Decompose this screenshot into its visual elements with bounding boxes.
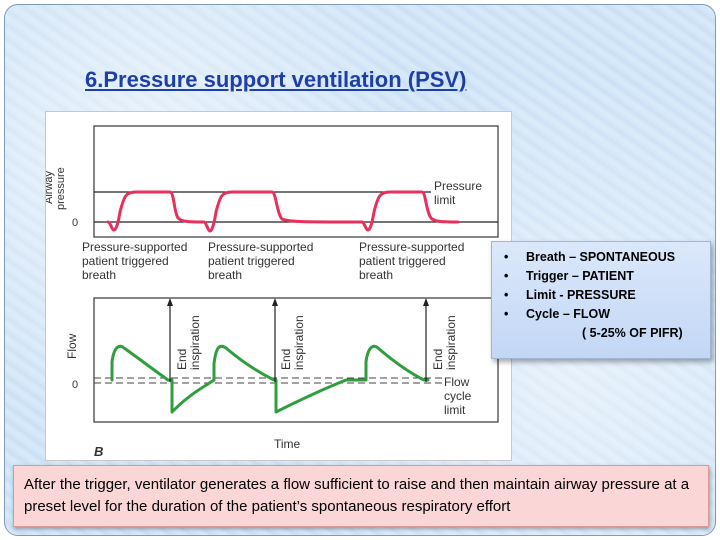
breath-label-3-line1: Pressure-supported [359, 240, 464, 254]
summary-list: • Breath – SPONTANEOUS • Trigger – PATIENT… [498, 248, 704, 324]
breath-label-2-line3: breath [208, 268, 242, 282]
breath-label-1-line2: patient triggered [82, 254, 169, 268]
pressure-limit-label-2: limit [434, 193, 456, 207]
end-insp-label-2-line1: End [279, 349, 293, 370]
end-insp-arrowhead-1 [167, 298, 173, 306]
breath-label-3-line2: patient triggered [359, 254, 446, 268]
bullet-dot-icon: • [504, 269, 509, 283]
summary-item-cycle: • Cycle – FLOW [498, 305, 704, 324]
pressure-ylabel-airway: Airway [46, 170, 55, 204]
flow-cycle-label-3: limit [444, 403, 466, 417]
end-insp-label-3-line1: End [431, 349, 445, 370]
psv-waveform-figure: Airway pressure 0 Pressure limit Pressur… [45, 111, 512, 461]
summary-sub-item: ( 5-25% OF PIFR) [582, 326, 683, 340]
pressure-ylabel-pressure: pressure [55, 167, 67, 210]
explanation-note: After the trigger, ventilator generates … [13, 465, 709, 527]
ventilation-summary-box: • Breath – SPONTANEOUS • Trigger – PATIENT… [491, 241, 711, 359]
slide-title: 6.Pressure support ventilation (PSV) [85, 67, 467, 92]
breath-label-2-line1: Pressure-supported [208, 240, 313, 254]
summary-item-limit: • Limit - PRESSURE [498, 286, 704, 305]
breath-label-3-line3: breath [359, 268, 393, 282]
summary-item-breath-text: Breath – SPONTANEOUS [526, 250, 676, 264]
end-insp-label-1-line2: inspiration [188, 315, 202, 370]
waveform-svg: Airway pressure 0 Pressure limit Pressur… [46, 125, 499, 459]
pressure-zero-label: 0 [72, 217, 78, 229]
end-insp-arrowhead-2 [272, 298, 278, 306]
end-insp-label-3-line2: inspiration [444, 315, 458, 370]
flow-waveform [110, 344, 430, 414]
summary-item-trigger: • Trigger – PATIENT [498, 267, 704, 286]
flow-panel-frame [93, 297, 499, 423]
pressure-panel-frame [93, 125, 499, 238]
end-insp-label-2-line2: inspiration [292, 315, 306, 370]
flow-cycle-label-2: cycle [444, 389, 472, 403]
flow-ylabel: Flow [65, 333, 79, 359]
panel-letter: B [94, 444, 103, 459]
pressure-waveform [106, 190, 460, 233]
end-insp-label-1-line1: End [175, 349, 189, 370]
slide-background: 6.Pressure support ventilation (PSV) Air… [4, 4, 716, 536]
summary-item-trigger-text: Trigger – PATIENT [526, 269, 634, 283]
summary-item-breath: • Breath – SPONTANEOUS [498, 248, 704, 267]
summary-item-cycle-text: Cycle – FLOW [526, 307, 611, 321]
bullet-dot-icon: • [504, 307, 509, 321]
breath-label-1-line1: Pressure-supported [82, 240, 187, 254]
breath-label-2-line2: patient triggered [208, 254, 295, 268]
end-insp-arrowhead-3 [423, 298, 429, 306]
bullet-dot-icon: • [504, 250, 509, 264]
pressure-limit-label-1: Pressure [434, 179, 482, 193]
time-axis-label: Time [274, 437, 301, 451]
bullet-dot-icon: • [504, 288, 509, 302]
breath-label-1-line3: breath [82, 268, 116, 282]
flow-zero-label: 0 [72, 379, 78, 391]
summary-item-limit-text: Limit - PRESSURE [526, 288, 636, 302]
flow-cycle-label-1: Flow [444, 375, 470, 389]
